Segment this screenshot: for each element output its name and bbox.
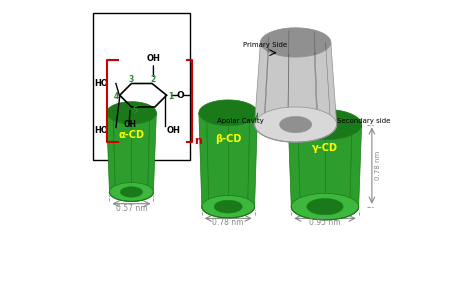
Text: 5: 5	[132, 106, 137, 115]
Text: 0.57 nm: 0.57 nm	[116, 204, 147, 213]
Text: HO: HO	[94, 79, 108, 88]
Polygon shape	[291, 194, 359, 220]
Text: β-CD: β-CD	[215, 134, 241, 144]
Text: Secondary side: Secondary side	[337, 118, 390, 124]
Text: 0.95 nm: 0.95 nm	[309, 218, 341, 227]
Text: 0.78 nm: 0.78 nm	[375, 151, 381, 180]
Text: α-CD: α-CD	[118, 130, 145, 140]
Text: 2: 2	[151, 75, 156, 83]
Polygon shape	[202, 195, 255, 218]
Text: γ-CD: γ-CD	[312, 143, 338, 152]
Polygon shape	[288, 109, 362, 140]
Text: OH: OH	[124, 120, 137, 129]
Polygon shape	[280, 116, 312, 133]
Text: 6: 6	[128, 122, 133, 131]
Polygon shape	[255, 107, 337, 142]
Polygon shape	[107, 102, 156, 124]
Text: OH: OH	[146, 54, 160, 63]
Text: 1: 1	[168, 92, 173, 101]
Polygon shape	[214, 200, 242, 213]
Polygon shape	[307, 198, 343, 215]
Text: n: n	[194, 136, 202, 146]
Text: HO: HO	[94, 126, 108, 135]
Polygon shape	[199, 113, 257, 218]
Polygon shape	[120, 187, 143, 197]
FancyBboxPatch shape	[93, 13, 190, 160]
Polygon shape	[288, 125, 362, 220]
Polygon shape	[255, 42, 337, 142]
Text: OH: OH	[167, 126, 181, 135]
Text: O: O	[177, 91, 185, 100]
Polygon shape	[261, 28, 331, 57]
Text: 4: 4	[114, 92, 119, 101]
Polygon shape	[107, 113, 156, 201]
Text: 3: 3	[128, 75, 134, 83]
Text: Primary Side: Primary Side	[243, 42, 287, 48]
Text: Apolar Cavity: Apolar Cavity	[217, 118, 264, 124]
Text: 0.78 nm: 0.78 nm	[212, 218, 244, 227]
Polygon shape	[109, 183, 154, 201]
Polygon shape	[199, 100, 257, 126]
